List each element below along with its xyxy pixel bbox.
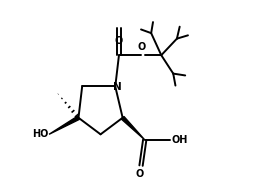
Text: O: O [115, 36, 123, 46]
Text: O: O [136, 169, 144, 179]
Text: OH: OH [171, 135, 188, 145]
Text: N: N [113, 82, 122, 92]
Polygon shape [49, 116, 79, 134]
Polygon shape [121, 116, 145, 140]
Text: HO: HO [32, 129, 48, 139]
Text: O: O [138, 42, 146, 52]
